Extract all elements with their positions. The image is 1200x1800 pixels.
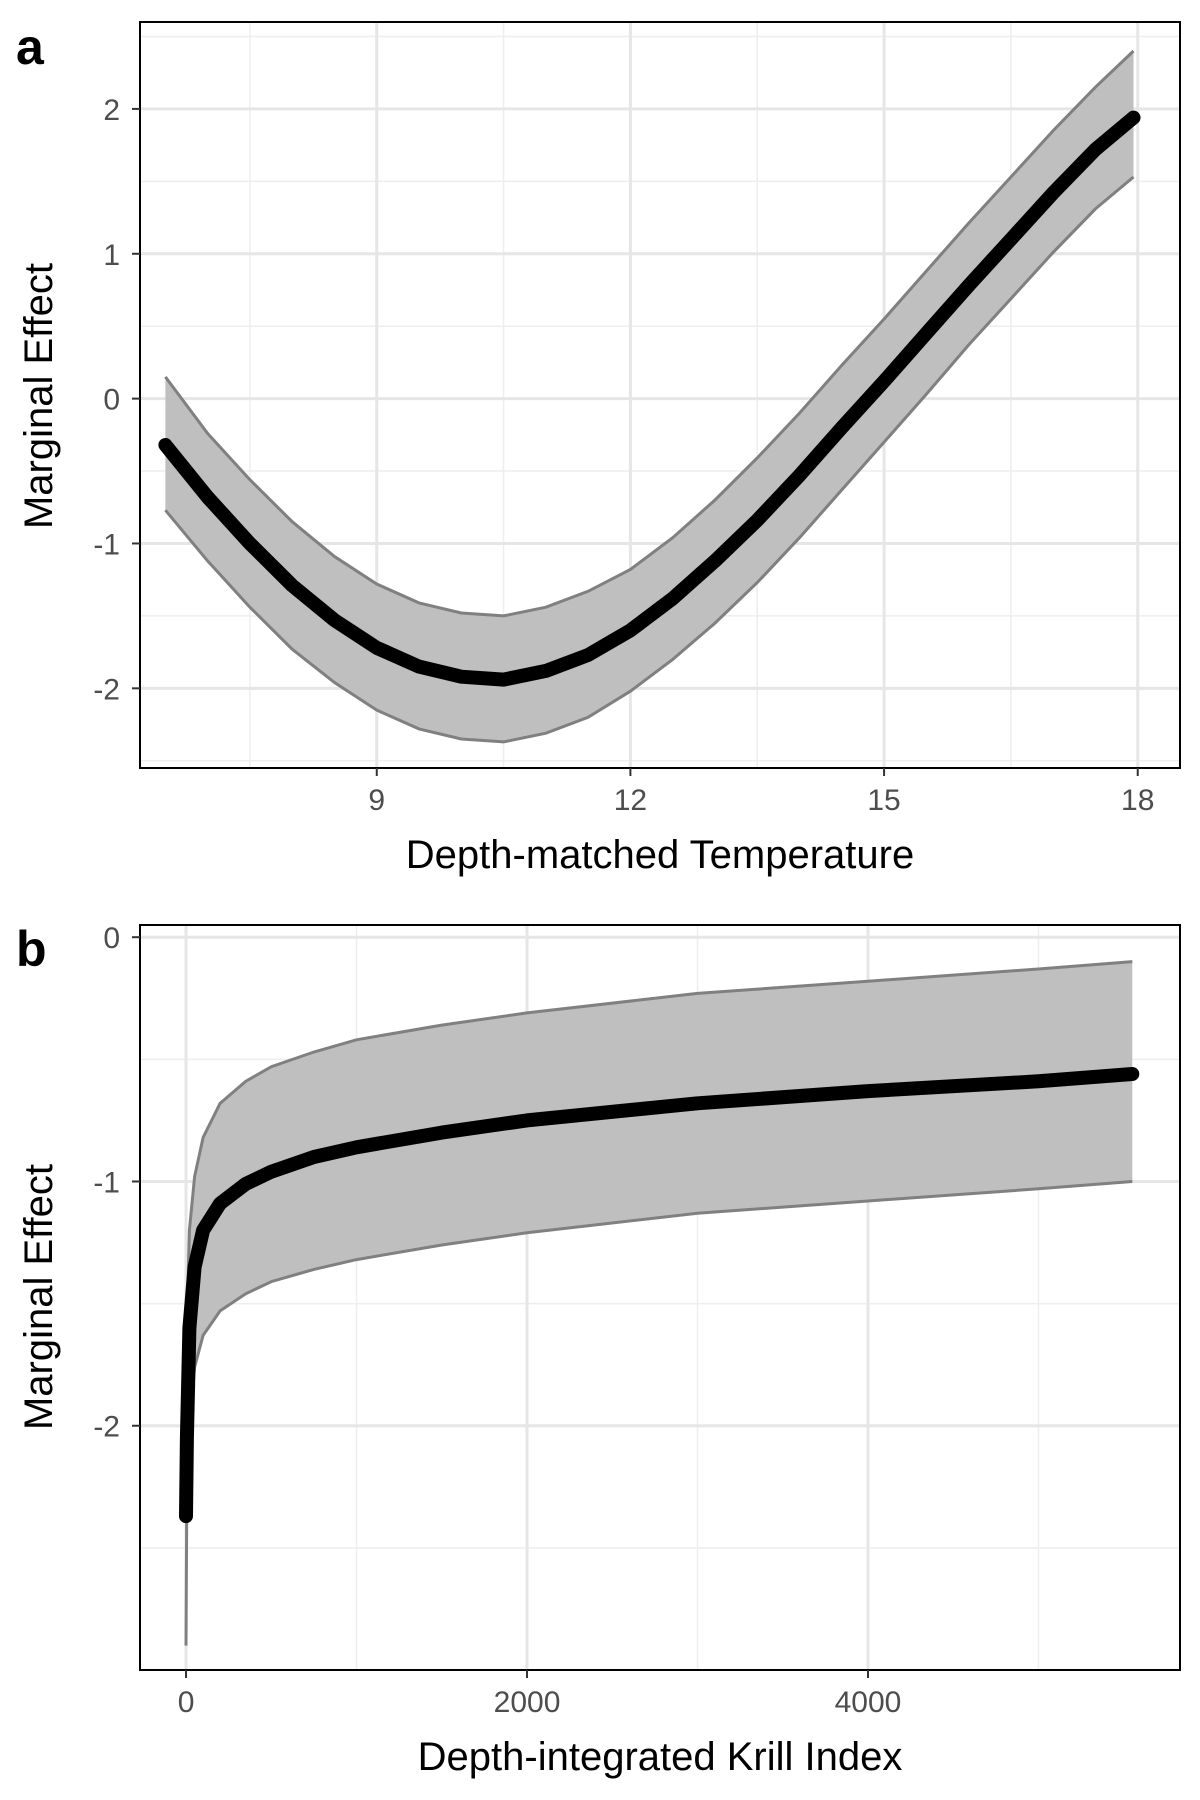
panel-a-data xyxy=(158,49,1141,744)
lower-bound-line-0 xyxy=(164,175,1135,744)
upper-bound-line-0 xyxy=(164,49,1135,618)
y-tick-label-4: 2 xyxy=(103,94,120,127)
y-tick-label-0: -2 xyxy=(93,1411,120,1444)
y-tick-label-3: 1 xyxy=(103,239,120,272)
x-tick-label-2: 4000 xyxy=(835,1686,902,1719)
panel-b: b 0 2000 4000 -2 -1 0 Depth-integrated Krill … xyxy=(16,921,1181,1779)
panel-b-x-axis-title: Depth-integrated Krill Index xyxy=(418,1735,903,1779)
fitted-line-0 xyxy=(158,110,1141,687)
panel-b-tag: b xyxy=(16,921,47,977)
x-tick-label-2: 15 xyxy=(867,784,900,817)
x-tick-label-1: 12 xyxy=(614,784,647,817)
x-tick-label-1: 2000 xyxy=(494,1686,561,1719)
x-tick-label-0: 9 xyxy=(368,784,385,817)
panel-a-border xyxy=(139,21,1181,769)
y-tick-label-1: -1 xyxy=(93,528,120,561)
confidence-band-0 xyxy=(165,51,1134,742)
panel-b-y-axis-title: Marginal Effect xyxy=(17,1164,61,1430)
panel-b-data xyxy=(179,960,1140,1646)
upper-bound-line-0 xyxy=(184,960,1133,1395)
y-tick-label-0: -2 xyxy=(93,673,120,706)
y-tick-label-1: -1 xyxy=(93,1166,120,1199)
panel-a-tag: a xyxy=(16,19,45,75)
y-tick-label-2: 0 xyxy=(103,922,120,955)
y-tick-label-2: 0 xyxy=(103,384,120,417)
panel-a-x-axis-title: Depth-matched Temperature xyxy=(406,833,914,877)
panel-b-ticks: 0 2000 4000 -2 -1 0 xyxy=(93,922,901,1719)
x-tick-label-3: 18 xyxy=(1121,784,1154,817)
x-tick-label-0: 0 xyxy=(178,1686,195,1719)
panel-b-border xyxy=(139,924,1181,1671)
panel-a-y-axis-title: Marginal Effect xyxy=(17,263,61,529)
fitted-line-0 xyxy=(179,1067,1140,1524)
